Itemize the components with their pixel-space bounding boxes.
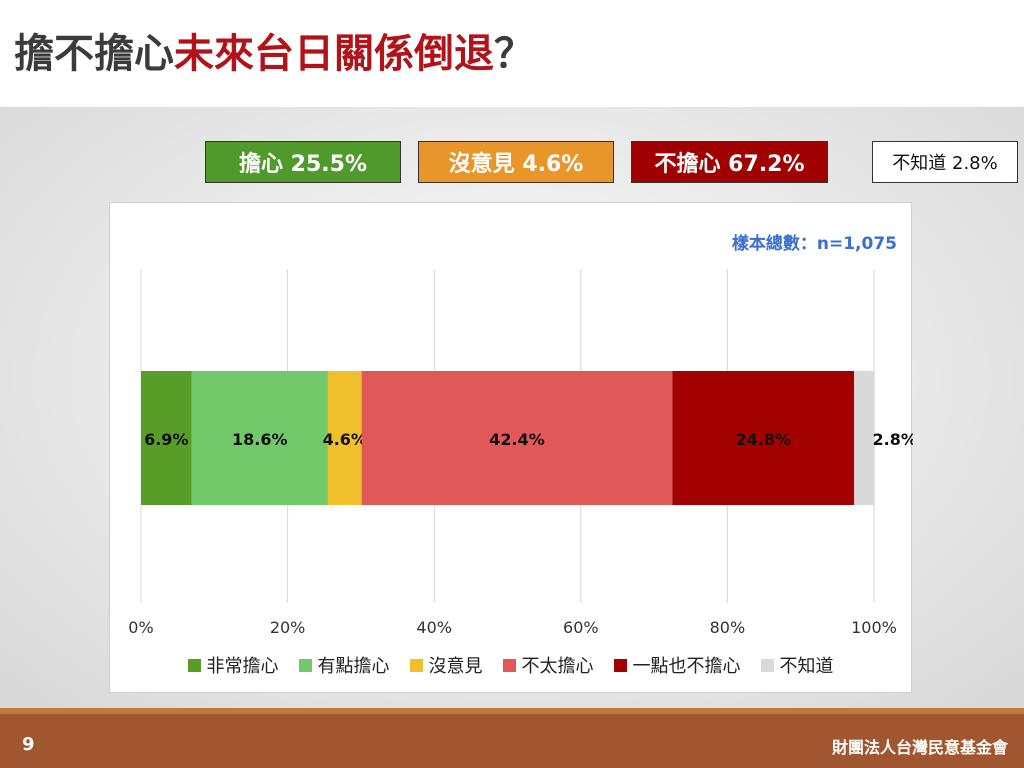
sample-size: 樣本總數：n=1,075 (731, 234, 897, 254)
bar-segment (327, 371, 362, 505)
stacked-bar-chart: 0% 20% 40% 60% 80% 100% 6.9% 18.6% 4.6% 42.4% 24.8… (128, 269, 913, 637)
bar-segment (191, 371, 328, 505)
x-tick-label: 20% (270, 618, 306, 637)
bar-segment (361, 371, 673, 505)
bar-segment (141, 371, 192, 505)
legend-swatch (760, 658, 774, 672)
x-tick-label: 80% (710, 618, 746, 637)
summary-unknown: 不知道 2.8% (872, 141, 1018, 183)
legend-label: 不太擔心 (521, 656, 594, 677)
data-label: 18.6% (232, 430, 288, 449)
legend-swatch (502, 658, 516, 672)
legend-item: 不太擔心 (502, 652, 594, 678)
legend-swatch (409, 658, 423, 672)
data-label: 24.8% (736, 430, 792, 449)
data-label: 42.4% (489, 430, 545, 449)
bar-segment (854, 371, 875, 505)
bar-segment (672, 371, 855, 505)
title-part-1: 擔不擔心 (14, 31, 174, 77)
chart-legend: 非常擔心 有點擔心 沒意見 不太擔心 一點也不擔心 不知道 (110, 652, 911, 678)
data-label: 2.8% (873, 430, 913, 449)
x-tick-label: 60% (563, 618, 599, 637)
legend-label: 非常擔心 (206, 656, 279, 677)
page-title: 擔不擔心未來台日關係倒退？ (14, 34, 534, 74)
footer-bar: 9 財團法人台灣民意基金會 (0, 708, 1024, 768)
legend-swatch (187, 658, 201, 672)
legend-item: 一點也不擔心 (613, 652, 741, 678)
title-part-3: ？ (494, 31, 534, 77)
summary-not-worried: 不擔心 67.2% (631, 141, 828, 183)
legend-label: 一點也不擔心 (632, 656, 741, 677)
legend-item: 沒意見 (409, 652, 483, 678)
chart-panel: 樣本總數：n=1,075 0% 20% 40% 60% 80% 100% 6.9% 18.6%… (109, 202, 913, 693)
page-number: 9 (22, 734, 35, 755)
legend-item: 非常擔心 (187, 652, 279, 678)
x-tick-label: 0% (128, 618, 153, 637)
legend-swatch (298, 658, 312, 672)
legend-item: 有點擔心 (298, 652, 390, 678)
legend-label: 沒意見 (428, 656, 483, 677)
legend-label: 不知道 (779, 656, 834, 677)
legend-item: 不知道 (760, 652, 834, 678)
legend-label: 有點擔心 (317, 656, 390, 677)
summary-worried: 擔心 25.5% (205, 141, 401, 183)
data-label: 4.6% (323, 430, 367, 449)
x-tick-label: 40% (416, 618, 452, 637)
data-label: 6.9% (144, 430, 188, 449)
x-tick-label: 100% (851, 618, 897, 637)
legend-swatch (613, 658, 627, 672)
organization-name: 財團法人台灣民意基金會 (831, 738, 1008, 757)
summary-no-opinion: 沒意見 4.6% (418, 141, 614, 183)
title-part-2-highlight: 未來台日關係倒退 (174, 31, 494, 77)
